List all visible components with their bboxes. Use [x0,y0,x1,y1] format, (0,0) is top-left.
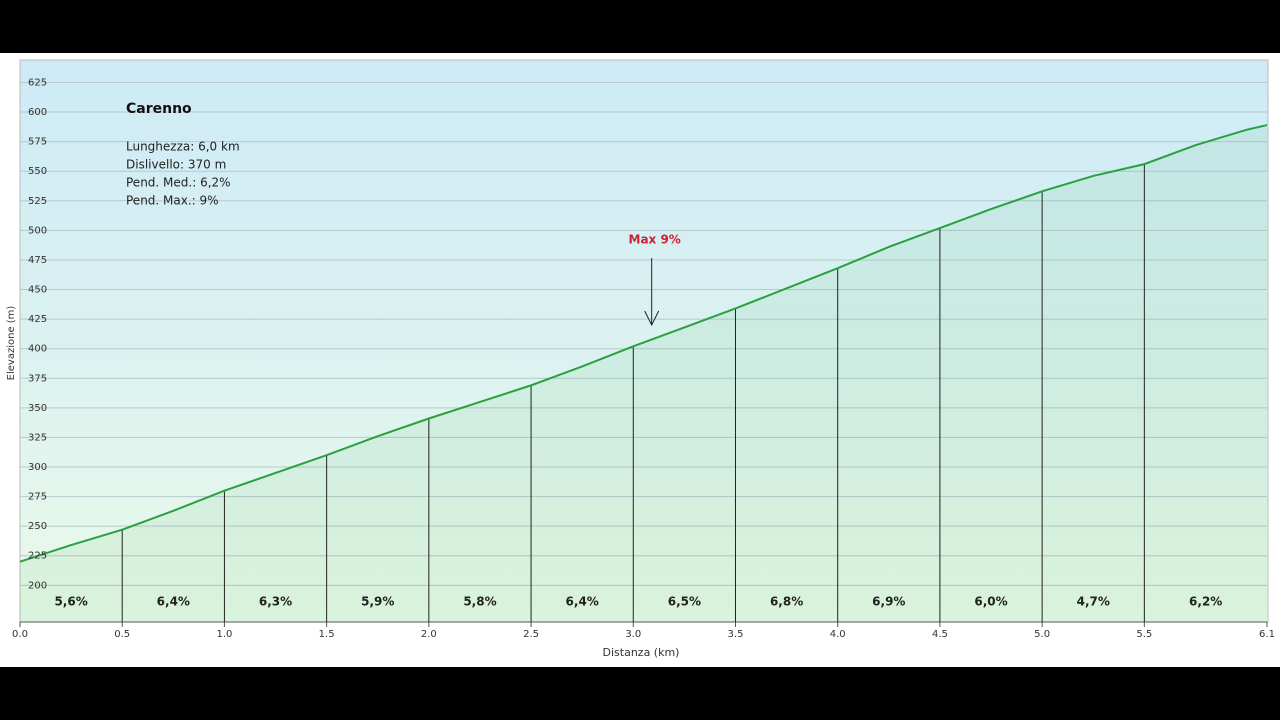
x-tick-label: 5.0 [1034,629,1050,640]
y-tick-label: 475 [28,255,47,266]
chart-title: Carenno [126,101,192,117]
x-tick-label: 1.0 [216,629,232,640]
y-tick-label: 400 [28,344,47,355]
y-tick-label: 600 [28,107,47,118]
y-tick-label: 575 [28,137,47,148]
x-tick-label: 5.5 [1136,629,1152,640]
segment-grade: 6,8% [770,595,803,609]
plot-bg [19,59,1269,623]
segment-grade: 4,7% [1077,595,1110,609]
annotation-arrowhead [644,310,660,327]
segment-grade: 6,4% [566,595,599,609]
y-tick-label: 325 [28,432,47,443]
x-tick-label: 3.5 [728,629,744,640]
y-tick-label: 625 [28,77,47,88]
y-tick-label: 275 [28,492,47,503]
y-tick-label: 250 [28,521,47,532]
y-tick-label: 350 [28,403,47,414]
info-line: Pend. Med.: 6,2% [126,176,231,190]
segment-grade: 6,2% [1189,595,1222,609]
x-tick-label: 3.0 [625,629,641,640]
segment-grade: 6,9% [872,595,905,609]
y-tick-label: 500 [28,225,47,236]
y-tick-label: 300 [28,462,47,473]
segment-grade: 6,3% [259,595,292,609]
segment-grade: 5,8% [463,595,496,609]
info-line: Dislivello: 370 m [126,158,226,172]
y-tick-label: 225 [28,551,47,562]
x-tick-label: 0.5 [114,629,130,640]
annotation-text: Max 9% [629,233,681,247]
x-tick-label: 1.5 [319,629,335,640]
segment-grade: 6,5% [668,595,701,609]
segment-grade: 5,9% [361,595,394,609]
segment-grade: 5,6% [54,595,87,609]
y-tick-label: 425 [28,314,47,325]
info-line: Lunghezza: 6,0 km [126,140,240,154]
y-tick-label: 550 [28,166,47,177]
y-tick-label: 525 [28,196,47,207]
y-tick-label: 375 [28,373,47,384]
x-tick-label: 4.5 [932,629,948,640]
x-tick-label: 6.1 [1259,629,1275,640]
segment-grade: 6,0% [974,595,1007,609]
x-tick-label: 4.0 [830,629,846,640]
elevation-line [19,124,1268,563]
x-tick-label: 2.5 [523,629,539,640]
y-tick-label: 450 [28,285,47,296]
segment-grade: 6,4% [157,595,190,609]
x-tick-label: 2.0 [421,629,437,640]
x-axis-label: Distanza (km) [603,646,680,659]
info-line: Pend. Max.: 9% [126,194,219,208]
y-tick-label: 200 [28,580,47,591]
y-axis-label: Elevazione (m) [6,306,17,381]
area-fill [20,125,1267,623]
x-tick-label: 0.0 [12,629,28,640]
